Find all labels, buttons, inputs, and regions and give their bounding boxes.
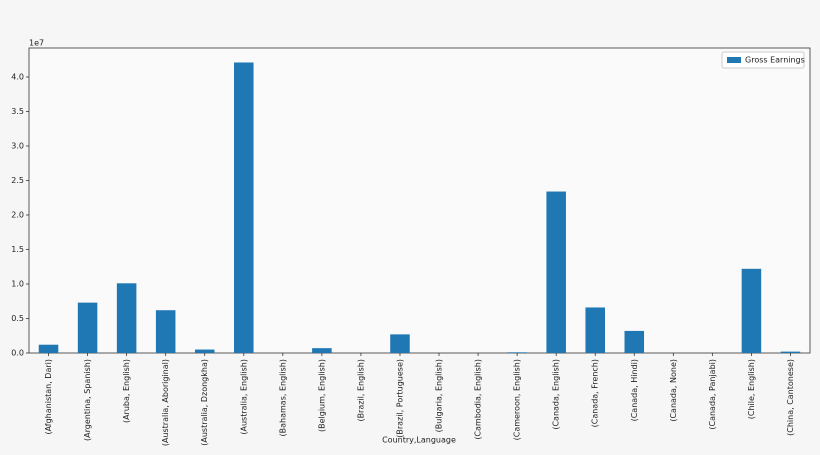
bar [546, 191, 566, 353]
x-tick-label: (Bulgaria, English) [435, 359, 444, 432]
bar [194, 349, 215, 353]
x-tick-label: (Argentina, Spanish) [83, 359, 92, 441]
bar [741, 268, 762, 353]
y-tick-label: 3.5 [11, 107, 24, 116]
x-axis-label: Country,Language [382, 436, 456, 445]
plot-area [28, 47, 811, 354]
bar [585, 307, 605, 353]
x-tick-label: (Canada, Hindi) [630, 359, 639, 421]
bar [390, 334, 410, 353]
legend-box [721, 51, 805, 69]
x-tick-label: (Canada, Panjabi) [708, 359, 717, 430]
bar [77, 302, 98, 353]
x-tick-label: (Brazil, English) [356, 359, 365, 422]
legend-label: Gross Earnings [745, 56, 805, 65]
bar [312, 348, 332, 353]
x-tick-label: (Brazil, Portuguese) [395, 359, 404, 438]
bar [234, 62, 254, 353]
x-tick-label: (Australia, Dzongkha) [200, 359, 209, 446]
bar [624, 330, 645, 353]
y-tick-label: 4.0 [11, 72, 24, 81]
x-tick-label: (Belgium, English) [317, 359, 326, 432]
x-tick-label: (Cameroon, English) [513, 359, 522, 440]
bar [38, 344, 59, 353]
y-tick-label: 1.0 [11, 279, 24, 288]
x-tick-label: (Aruba, English) [122, 359, 131, 423]
y-tick-label: 0.0 [11, 349, 24, 358]
x-tick-label: (Cambodia, English) [474, 359, 483, 440]
bar [507, 352, 527, 353]
x-tick-label: (Chile, English) [747, 359, 756, 419]
x-tick-label: (Afghanistan, Dari) [44, 359, 53, 435]
bar [780, 351, 801, 353]
x-tick-label: (Canada, French) [591, 359, 600, 427]
x-tick-label: (Canada, None) [669, 359, 678, 422]
x-tick-label: (Australia, Aboriginal) [161, 359, 170, 446]
x-tick-label: (Bahamas, English) [278, 359, 287, 436]
bar [116, 283, 137, 353]
y-tick-label: 2.5 [11, 176, 24, 185]
y-tick-label: 2.0 [11, 210, 24, 219]
x-tick-label: (Australia, English) [239, 359, 248, 435]
offset-text: 1e7 [29, 39, 44, 48]
x-tick-label: (China, Cantonese) [786, 359, 795, 436]
legend-swatch [727, 57, 741, 63]
y-tick-label: 3.0 [11, 141, 24, 150]
bar [155, 310, 176, 353]
x-tick-label: (Canada, English) [552, 359, 561, 430]
y-tick-label: 1.5 [11, 245, 24, 254]
y-tick-label: 0.5 [11, 314, 24, 323]
